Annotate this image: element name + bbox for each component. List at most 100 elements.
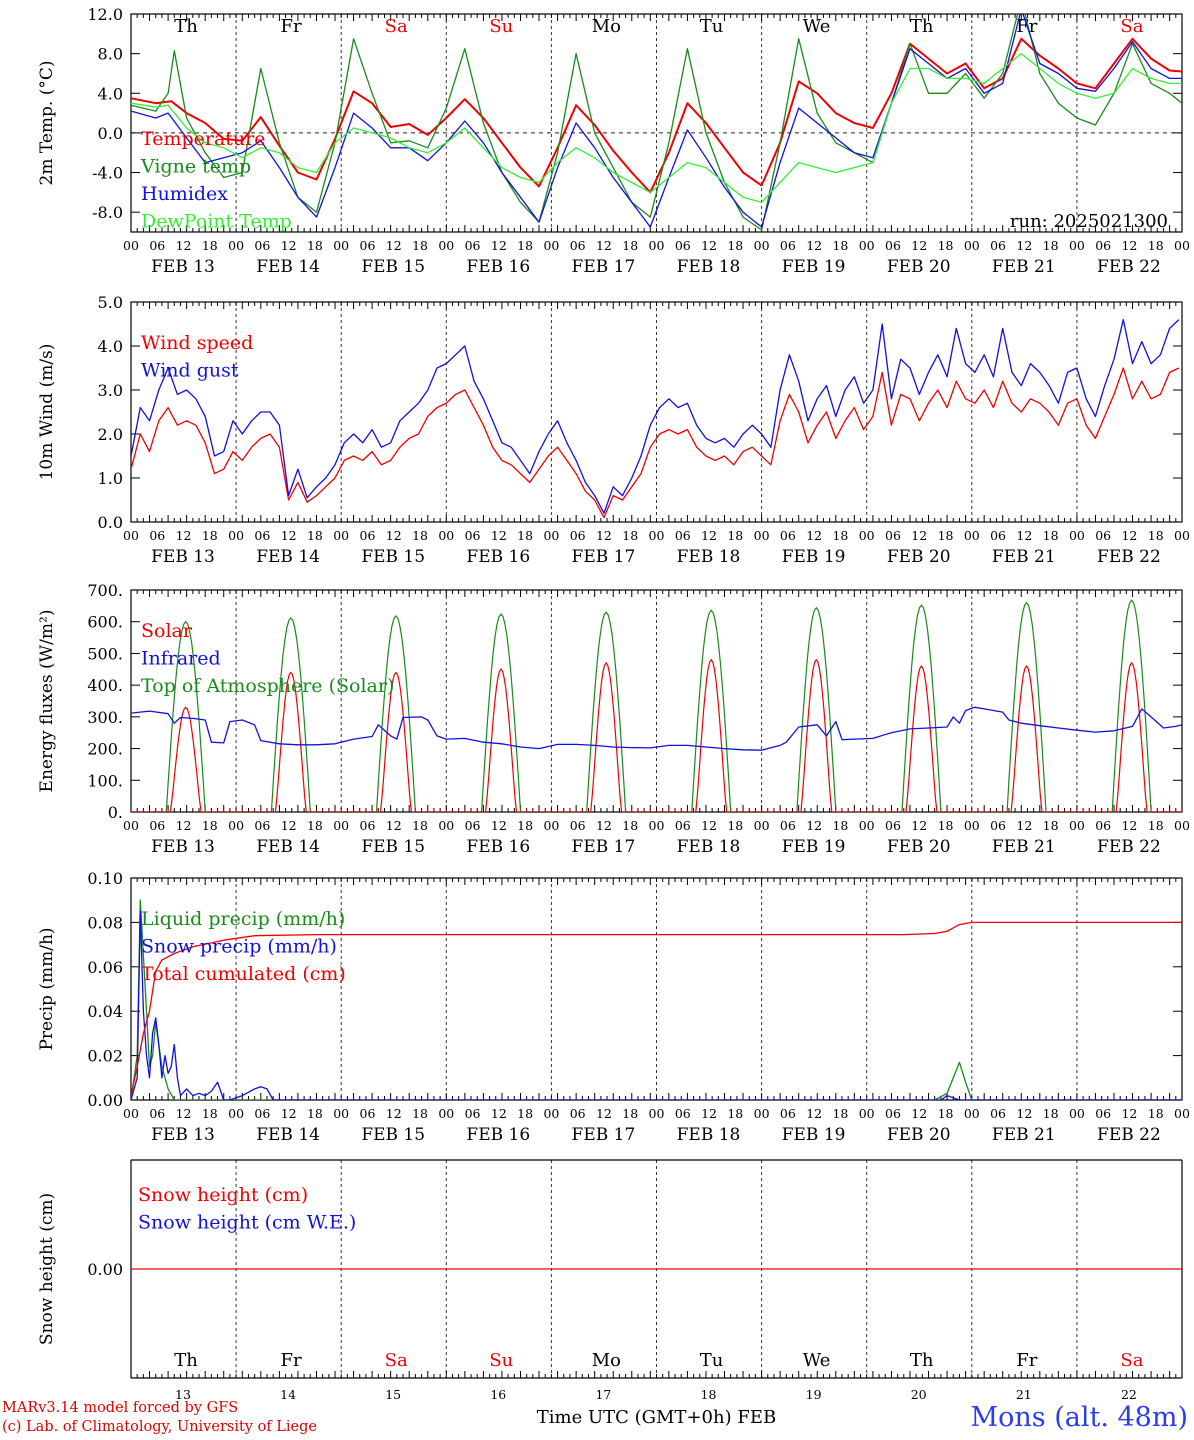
- hour-tick-label: 00: [438, 1106, 454, 1121]
- y-tick-label: 2.0: [98, 425, 123, 444]
- hour-tick-label: 18: [517, 1106, 533, 1121]
- hour-tick-label: 18: [517, 818, 533, 833]
- date-label: FEB 21: [992, 547, 1056, 567]
- hour-tick-label: 00: [964, 238, 980, 253]
- weekday-label: Th: [174, 16, 198, 37]
- legend-entry: Humidex: [141, 183, 228, 205]
- date-label: FEB 13: [151, 547, 215, 567]
- hour-tick-label: 06: [780, 818, 796, 833]
- legend-entry: Vigne temp: [140, 156, 251, 178]
- date-label: FEB 18: [677, 837, 741, 857]
- diurnal-curves: [131, 599, 1182, 812]
- hour-tick-label: 06: [780, 528, 796, 543]
- legend-entry: Total cumulated (cm): [141, 963, 346, 985]
- series-line-dewpoint-temp: [131, 52, 1182, 203]
- hour-tick-label: 12: [806, 528, 822, 543]
- hour-tick-label: 18: [1148, 818, 1164, 833]
- date-label: FEB 21: [992, 1125, 1056, 1145]
- hour-tick-label: 06: [885, 818, 901, 833]
- hour-tick-label: 06: [1095, 238, 1111, 253]
- hour-tick-label: 12: [911, 1106, 927, 1121]
- hour-tick-label: 00: [964, 528, 980, 543]
- hour-tick-label: 18: [832, 528, 848, 543]
- hour-tick-label: 18: [622, 528, 638, 543]
- y-tick-label: 0.: [108, 803, 123, 822]
- date-label: FEB 20: [887, 547, 951, 567]
- hour-tick-label: 18: [517, 528, 533, 543]
- hour-tick-label: 00: [1174, 1106, 1190, 1121]
- series-group: [131, 706, 1182, 751]
- day-number-label: 15: [385, 1387, 401, 1402]
- date-label: FEB 18: [677, 1125, 741, 1145]
- y-tick-label: 8.0: [98, 45, 123, 64]
- legend-entry: Wind gust: [141, 360, 239, 382]
- date-label: FEB 16: [466, 837, 530, 857]
- hour-tick-label: 12: [701, 528, 717, 543]
- hour-tick-label: 06: [149, 238, 165, 253]
- day-number-label: 18: [701, 1387, 717, 1402]
- hour-tick-label: 00: [543, 238, 559, 253]
- hour-tick-label: 12: [281, 818, 297, 833]
- hour-tick-label: 18: [517, 238, 533, 253]
- hour-tick-label: 06: [885, 238, 901, 253]
- hour-tick-label: 00: [859, 818, 875, 833]
- hour-tick-label: 00: [1069, 238, 1085, 253]
- hour-tick-label: 12: [911, 238, 927, 253]
- legend-entry: Temperature: [141, 128, 265, 150]
- hour-tick-label: 12: [491, 818, 507, 833]
- hour-tick-label: 18: [622, 1106, 638, 1121]
- y-tick-label: 0.02: [87, 1047, 123, 1066]
- y-tick-label: 300.: [87, 708, 123, 727]
- y-tick-label: 500.: [87, 644, 123, 663]
- date-label: FEB 20: [887, 257, 951, 277]
- legend-entry: Wind speed: [141, 332, 253, 354]
- hour-tick-label: 00: [1174, 238, 1190, 253]
- y-tick-label: 3.0: [98, 381, 123, 400]
- hour-tick-label: 06: [675, 528, 691, 543]
- hour-tick-label: 12: [386, 1106, 402, 1121]
- hour-tick-label: 12: [176, 818, 192, 833]
- legend-entry: Liquid precip (mm/h): [141, 908, 345, 930]
- hour-tick-label: 00: [333, 1106, 349, 1121]
- hour-tick-label: 18: [938, 238, 954, 253]
- series-line-liquid-precip-mm-h-: [131, 899, 1182, 1100]
- hour-tick-label: 06: [1095, 1106, 1111, 1121]
- legend-entry: Infrared: [141, 648, 221, 670]
- hour-tick-label: 12: [911, 818, 927, 833]
- hour-tick-label: 00: [123, 818, 139, 833]
- hour-tick-label: 06: [360, 1106, 376, 1121]
- date-label: FEB 17: [572, 1125, 636, 1145]
- y-tick-label: 400.: [87, 676, 123, 695]
- date-label: FEB 13: [151, 837, 215, 857]
- hour-tick-label: 12: [596, 1106, 612, 1121]
- hour-tick-label: 18: [622, 818, 638, 833]
- day-number-label: 16: [490, 1387, 506, 1402]
- date-label: FEB 14: [256, 1125, 320, 1145]
- hour-tick-label: 12: [1121, 818, 1137, 833]
- weekday-label: Mo: [592, 16, 621, 37]
- y-axis-label: Energy fluxes (W/m²): [37, 610, 57, 793]
- hour-tick-label: 06: [780, 1106, 796, 1121]
- hour-tick-label: 00: [754, 528, 770, 543]
- hour-tick-label: 12: [281, 238, 297, 253]
- hour-tick-label: 12: [1121, 238, 1137, 253]
- hour-tick-label: 12: [596, 528, 612, 543]
- hour-tick-label: 12: [701, 238, 717, 253]
- y-tick-label: -8.0: [92, 203, 123, 222]
- weekday-label: Tu: [700, 1350, 724, 1371]
- hour-tick-label: 06: [465, 818, 481, 833]
- hour-tick-label: 18: [938, 1106, 954, 1121]
- date-label: FEB 17: [572, 547, 636, 567]
- hour-tick-label: 00: [438, 818, 454, 833]
- toa-solar-line: [131, 599, 1182, 812]
- legend-entry: Solar: [141, 620, 193, 642]
- hour-tick-label: 18: [1148, 528, 1164, 543]
- hour-tick-label: 18: [202, 818, 218, 833]
- weekday-label: Sa: [1120, 1350, 1143, 1371]
- hour-tick-label: 00: [1069, 1106, 1085, 1121]
- date-label: FEB 17: [572, 837, 636, 857]
- series-line-vigne-temp: [131, 14, 1182, 231]
- hour-tick-label: 00: [754, 1106, 770, 1121]
- legend-entry: Snow precip (mm/h): [141, 936, 337, 958]
- legend-entry: DewPoint Temp: [141, 211, 292, 233]
